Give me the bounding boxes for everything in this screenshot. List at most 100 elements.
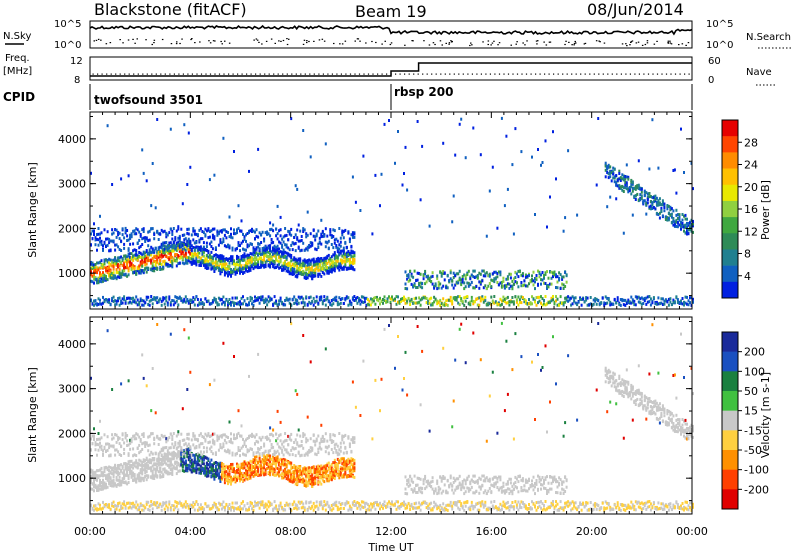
nave-dot — [548, 73, 550, 75]
range-cell — [174, 301, 177, 305]
range-cell — [305, 232, 308, 236]
range-cell — [112, 472, 115, 476]
range-cell — [508, 300, 511, 303]
range-cell — [651, 207, 654, 210]
range-cell — [132, 474, 135, 478]
range-cell — [281, 300, 284, 304]
range-cell — [374, 173, 377, 177]
range-cell — [99, 441, 101, 445]
range-cell — [171, 246, 174, 250]
nave-dot — [367, 73, 370, 75]
nsearch-dot — [132, 38, 134, 40]
range-cell — [436, 287, 439, 291]
range-cell — [290, 254, 293, 257]
range-cell — [105, 466, 107, 470]
range-cell — [675, 225, 678, 228]
range-cell — [311, 268, 314, 272]
range-cell — [246, 232, 249, 235]
range-cell — [571, 295, 574, 299]
range-cell — [242, 295, 244, 299]
range-cell — [458, 278, 461, 282]
range-cell — [147, 267, 150, 271]
range-cell — [410, 274, 413, 278]
nsearch-dot — [389, 43, 392, 46]
range-cell — [133, 437, 136, 441]
range-cell — [139, 256, 142, 259]
range-cell — [311, 277, 314, 281]
range-cell — [460, 283, 463, 287]
range-cell — [559, 273, 562, 277]
range-cell — [341, 233, 344, 237]
range-cell — [329, 228, 332, 232]
nave-dot — [404, 73, 406, 75]
range-cell — [493, 270, 496, 274]
range-cell — [106, 230, 109, 234]
range-cell — [192, 246, 195, 249]
range-cell — [676, 213, 679, 217]
range-cell — [141, 303, 144, 307]
range-cell — [132, 300, 135, 303]
range-cell — [106, 278, 109, 282]
range-cell — [517, 303, 520, 307]
range-cell — [132, 434, 135, 438]
range-cell — [595, 183, 598, 187]
nsearch-dot — [603, 42, 606, 44]
range-cell — [154, 259, 157, 263]
range-cell — [607, 172, 610, 176]
range-cell — [315, 266, 318, 270]
range-cell — [463, 273, 466, 277]
range-cell — [112, 261, 115, 265]
range-cell — [157, 247, 160, 251]
range-cell — [333, 269, 336, 273]
range-cell — [460, 299, 463, 303]
range-cell — [324, 240, 327, 244]
nsky-tick-bottom: 10^0 — [54, 40, 81, 51]
range-cell — [115, 484, 118, 488]
nave-dot — [246, 73, 248, 75]
range-cell — [136, 267, 139, 271]
range-cell — [672, 223, 675, 227]
nsearch-dot — [524, 44, 526, 46]
range-cell — [299, 239, 302, 243]
range-cell — [270, 258, 273, 261]
range-cell — [105, 269, 107, 273]
range-cell — [258, 266, 261, 269]
range-cell — [320, 298, 323, 302]
range-cell — [660, 206, 663, 210]
range-cell — [141, 476, 144, 480]
range-cell — [180, 255, 183, 259]
range-cell — [162, 473, 165, 477]
range-cell — [220, 263, 223, 267]
range-cell — [344, 252, 347, 256]
range-cell — [567, 149, 570, 153]
range-cell — [214, 257, 217, 261]
range-cell — [91, 470, 94, 474]
range-cell — [257, 235, 260, 239]
range-cell — [90, 268, 92, 272]
range-cell — [211, 261, 214, 265]
range-cell — [144, 256, 147, 260]
range-cell — [252, 258, 255, 262]
range-cell — [686, 229, 688, 233]
range-cell — [112, 478, 115, 482]
range-cell — [460, 297, 463, 301]
range-cell — [678, 223, 681, 227]
range-cell — [434, 283, 437, 287]
range-cell — [157, 456, 160, 460]
range-cell — [267, 295, 270, 299]
range-cell — [145, 502, 148, 506]
range-cell — [683, 214, 685, 218]
power-panel-frame — [89, 111, 693, 310]
range-cell — [216, 255, 219, 259]
range-cell — [102, 483, 104, 487]
nave-dot — [643, 73, 645, 75]
range-cell — [156, 250, 159, 253]
range-cell — [118, 475, 121, 479]
range-cell — [649, 297, 652, 301]
range-cell — [487, 284, 490, 288]
range-cell — [273, 244, 276, 248]
range-cell — [151, 262, 154, 265]
range-cell — [320, 267, 323, 271]
range-cell — [169, 253, 172, 257]
range-cell — [108, 265, 111, 269]
